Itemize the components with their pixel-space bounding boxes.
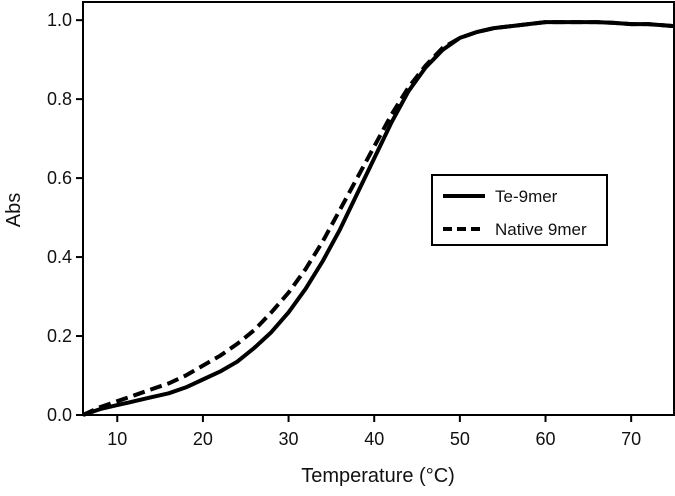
legend-label-te-9mer: Te-9mer [495, 187, 558, 206]
x-axis-label: Temperature (°C) [301, 465, 455, 487]
y-tick-label: 0.4 [47, 247, 72, 267]
plot-marks [82, 20, 675, 417]
y-tick-label: 0.0 [47, 405, 72, 425]
y-tick-label: 0.8 [47, 89, 72, 109]
x-tick-label: 20 [193, 429, 213, 449]
y-tick-label: 0.6 [47, 168, 72, 188]
legend-box [431, 174, 608, 246]
y-axis-label: Abs [3, 193, 25, 227]
y-axis: 0.0 0.2 0.4 0.6 0.8 1.0 [47, 10, 83, 425]
x-tick-label: 70 [621, 429, 641, 449]
x-tick-label: 50 [450, 429, 470, 449]
plot-frame [82, 1, 675, 416]
x-tick-label: 60 [536, 429, 556, 449]
legend: Te-9mer Native 9mer [431, 174, 608, 246]
series-line-te-9mer [82, 20, 675, 417]
x-tick-label: 40 [364, 429, 384, 449]
x-axis: 10 20 30 40 50 60 70 [107, 415, 641, 449]
x-tick-label: 30 [279, 429, 299, 449]
y-tick-label: 0.2 [47, 326, 72, 346]
y-tick-label: 1.0 [47, 10, 72, 30]
x-tick-label: 10 [107, 429, 127, 449]
legend-label-native-9mer: Native 9mer [495, 220, 587, 239]
